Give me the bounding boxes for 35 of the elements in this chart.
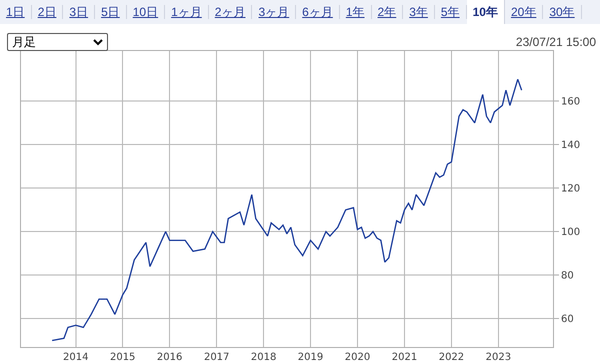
text: 5日 <box>95 5 127 19</box>
x-tick-label: 2022 <box>438 352 464 362</box>
text: 5年 <box>434 5 467 19</box>
line-series <box>51 78 522 342</box>
text: 2ヶ月 <box>208 5 252 19</box>
y-tick-label: 100 <box>561 227 580 238</box>
text: 1年 <box>340 5 372 19</box>
text: 6ヶ月 <box>296 5 340 19</box>
x-tick-label: 2021 <box>392 352 418 362</box>
text: 1日 <box>0 5 32 19</box>
text: 2年 <box>372 5 404 19</box>
x-tick-label: 2014 <box>63 352 88 362</box>
x-tick-label: 2016 <box>156 352 182 362</box>
text: 3年 <box>403 5 435 19</box>
period-select: 月足 <box>7 33 108 51</box>
text: 3日 <box>63 5 96 19</box>
x-tick-label: 2019 <box>298 352 324 362</box>
y-tick-label: 80 <box>561 270 574 282</box>
x-tick-label: 2017 <box>204 352 230 362</box>
x-tick-label: 2023 <box>486 352 512 362</box>
text: 20年 <box>504 5 544 19</box>
text: 10日 <box>126 5 166 19</box>
y-tick-label: 60 <box>561 314 574 326</box>
x-tick-label: 2020 <box>344 352 370 362</box>
y-tick-label: 120 <box>561 184 580 195</box>
x-tick-label: 2018 <box>250 352 276 362</box>
text: 3ヶ月 <box>252 5 296 19</box>
text: 2日 <box>32 5 64 19</box>
y-tick-label: 140 <box>561 140 580 152</box>
y-tick-label: 160 <box>561 96 580 108</box>
x-tick-label: 2015 <box>110 352 136 362</box>
text: 1ヶ月 <box>165 5 209 19</box>
text: 10年 <box>466 0 505 24</box>
text: 30年 <box>543 5 582 19</box>
text: 23/07/21 15:00 <box>516 35 596 49</box>
